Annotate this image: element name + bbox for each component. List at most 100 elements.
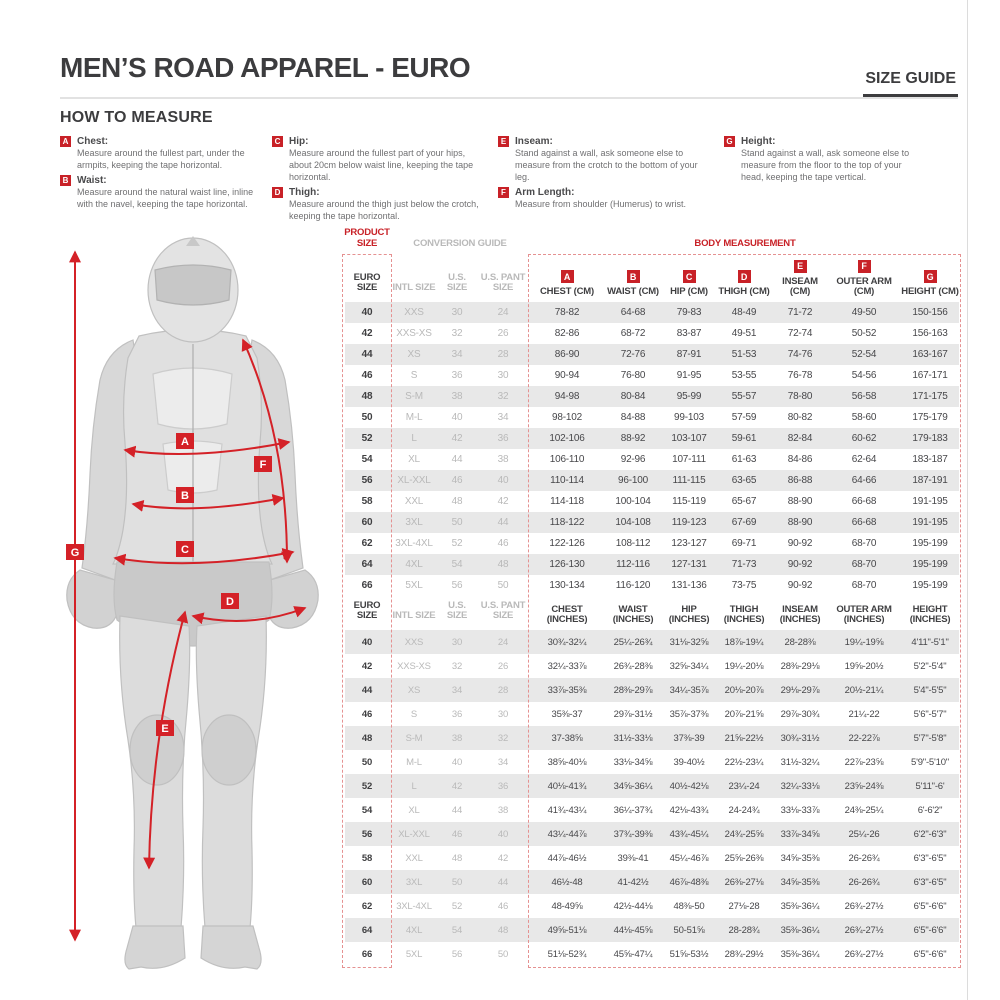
table-cell: 24⅜-25¼ xyxy=(844,804,884,816)
table-cell: 167-171 xyxy=(912,370,948,381)
header-divider xyxy=(60,97,958,99)
table-cell: 46 xyxy=(451,475,463,486)
table-cell: 61-63 xyxy=(731,454,757,465)
table-cell: 4'11"-5'1" xyxy=(911,636,949,648)
measure-item-thigh: D Thigh: Measure around the thigh just be… xyxy=(272,186,484,223)
how-to-measure-section: A Chest: Measure around the fullest part,… xyxy=(60,136,928,225)
table-row: 50 M-L 40 34 38⅝-40⅛ 33⅛-34⅝ 39-40½ 22½-23¼ 31½-… xyxy=(345,750,959,774)
table-row: 54 XL 44 38 106-110 92-96 107-111 61-63 84-86 62-… xyxy=(345,449,959,470)
table-cell: L xyxy=(411,433,417,444)
table-row: 62 3XL-4XL 52 46 122-126 108-112 123-127 69-71 9… xyxy=(345,533,959,554)
table-cell: 46 xyxy=(361,708,373,720)
table-cell: 55-57 xyxy=(731,391,757,402)
table-cell: 48 xyxy=(361,391,373,402)
table-cell: 42 xyxy=(361,328,373,339)
measure-item-chest: A Chest: Measure around the fullest part,… xyxy=(60,136,258,172)
table-cell: 19⅝-20½ xyxy=(844,660,884,672)
letter-badge-f: F xyxy=(498,186,509,198)
table-cell: 195-199 xyxy=(912,580,948,591)
table-cell: 36 xyxy=(497,433,509,444)
table-cell: 56 xyxy=(451,948,463,960)
table-cell: XL-XXL xyxy=(397,475,431,486)
table-cell: 48⅜-50 xyxy=(673,900,705,912)
svg-text:E: E xyxy=(161,723,168,735)
table-cell: 32 xyxy=(497,732,509,744)
col-header-thigh-inches: THIGH (INCHES) xyxy=(723,603,765,626)
table-row: 48 S-M 38 32 37-38⅝ 31½-33⅛ 37⅜-39 21⅝-22½ 30¾-3… xyxy=(345,726,959,750)
table-cell: 60-62 xyxy=(851,433,877,444)
svg-text:A: A xyxy=(181,436,189,448)
group-header-row: PRODUCT SIZE CONVERSION GUIDE BODY MEASU… xyxy=(344,222,959,254)
measure-label: Thigh: xyxy=(289,186,320,198)
measure-label: Chest: xyxy=(77,136,109,147)
table-cell: 26-26¾ xyxy=(848,876,880,888)
letter-badge-g: G xyxy=(923,270,937,284)
table-cell: 191-195 xyxy=(912,517,948,528)
table-cell: 103-107 xyxy=(671,433,707,444)
table-cell: 26¾-27½ xyxy=(844,924,884,936)
table-cell: 36 xyxy=(451,370,463,381)
table-cell: 3XL xyxy=(405,876,423,888)
table-cell: 37-38⅝ xyxy=(551,732,583,744)
table-cell: 34 xyxy=(497,412,509,423)
table-cell: 33⅞-35⅜ xyxy=(547,684,587,696)
table-cell: 37⅜-39 xyxy=(673,732,705,744)
table-cell: 20½-21¼ xyxy=(844,684,884,696)
table-cell: XL-XXL xyxy=(398,828,430,840)
table-cell: 25¼-26 xyxy=(848,828,880,840)
table-cell: 62 xyxy=(361,900,373,912)
badge-inseam: E xyxy=(156,720,174,736)
table-cell: 43¾-45¼ xyxy=(669,828,709,840)
col-header-inseam-inches: INSEAM (INCHES) xyxy=(779,603,821,626)
col-header-us-pant-size: U.S. PANT SIZE xyxy=(480,599,526,622)
table-cell: 100-104 xyxy=(615,496,651,507)
table-cell: 88-90 xyxy=(787,496,813,507)
table-row: 58 XXL 48 42 44⅞-46½ 39⅜-41 45¼-46⅞ 25⅝-26⅜ 34⅝-… xyxy=(345,846,959,870)
col-header-inseam-cm: E INSEAM (CM) xyxy=(782,259,818,298)
table-row: 46 S 36 30 90-94 76-80 91-95 53-55 76-78 54-56 167… xyxy=(345,365,959,386)
table-cell: 84-88 xyxy=(620,412,646,423)
letter-badge-c: C xyxy=(272,136,283,147)
letter-badge-e: E xyxy=(793,259,807,273)
table-cell: 23¼-24 xyxy=(728,780,760,792)
table-cell: 49-50 xyxy=(851,307,877,318)
table-cell: 66 xyxy=(361,580,373,591)
table-cell: 33⅞-34⅝ xyxy=(780,828,820,840)
measure-description: Stand against a wall, ask someone else t… xyxy=(741,148,910,182)
table-cell: 110-114 xyxy=(550,475,584,486)
table-cell: 51⅛-52¾ xyxy=(547,948,587,960)
table-cell: 28⅜-29⅞ xyxy=(613,684,653,696)
table-row: 42 XXS-XS 32 26 32¼-33⅞ 26¾-28⅜ 32⅝-34¼ 19¼-20⅛… xyxy=(345,654,959,678)
table-cell: 39-40½ xyxy=(673,756,705,768)
table-cell: 34⅝-35⅜ xyxy=(780,852,820,864)
letter-badge-b: B xyxy=(60,174,71,186)
table-cell: 107-111 xyxy=(672,454,706,465)
table-cell: 44 xyxy=(361,349,373,360)
measure-item-inseam: E Inseam: Stand against a wall, ask someo… xyxy=(498,136,710,184)
table-cell: 86-90 xyxy=(554,349,580,360)
table-cell: 44⅞-46½ xyxy=(547,852,587,864)
table-cell: 31⅛-32⅝ xyxy=(669,636,709,648)
table-cell: 195-199 xyxy=(912,559,948,570)
table-row: 52 L 42 36 40⅛-41¾ 34⅝-36¼ 40½-42⅛ 23¼-24 32¼-33… xyxy=(345,774,959,798)
measure-label: Height: xyxy=(741,136,776,147)
table-cell: XXL xyxy=(405,852,423,864)
table-cell: 34¼-35⅞ xyxy=(669,684,709,696)
table-cell: 30 xyxy=(497,370,509,381)
product-size-group-header: PRODUCT SIZE xyxy=(344,227,390,250)
table-cell: 5'2"-5'4" xyxy=(913,660,947,672)
table-cell: 32⅝-34¼ xyxy=(669,660,709,672)
table-cell: 34 xyxy=(451,684,463,696)
table-cell: 48-49 xyxy=(731,307,757,318)
table-cell: 49⅝-51⅛ xyxy=(547,924,587,936)
table-cell: 66-68 xyxy=(851,496,877,507)
table-row: 46 S 36 30 35⅜-37 29⅞-31½ 35⅞-37⅜ 20⅞-21⅝ 29⅞-30… xyxy=(345,702,959,726)
table-cell: 28 xyxy=(497,684,509,696)
table-cell: 179-183 xyxy=(912,433,948,444)
table-cell: 64 xyxy=(361,559,373,570)
table-cell: 21⅝-22½ xyxy=(724,732,764,744)
table-cell: 28 xyxy=(497,349,509,360)
col-header-euro-size: EURO SIZE xyxy=(353,599,381,622)
col-header-waist-cm: B WAIST (CM) xyxy=(607,270,659,298)
size-guide-tab[interactable]: SIZE GUIDE xyxy=(863,70,958,97)
